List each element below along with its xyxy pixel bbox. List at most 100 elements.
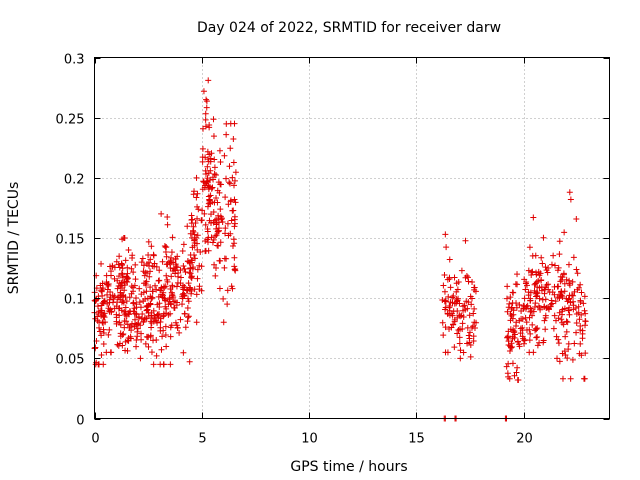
data-point-outlier (566, 189, 573, 196)
data-point (555, 336, 562, 343)
data-point (218, 216, 225, 223)
data-point (217, 206, 224, 213)
data-point (540, 337, 547, 344)
data-point (147, 333, 154, 340)
data-point (560, 270, 567, 277)
data-point (127, 322, 134, 329)
data-point (150, 252, 157, 259)
data-point (121, 287, 128, 294)
data-point (147, 256, 154, 263)
data-point (99, 292, 106, 299)
y-tick-labels: 0 0.05 0.1 0.15 0.2 0.25 0.3 (56, 53, 85, 429)
data-point (123, 298, 130, 305)
data-point (159, 258, 166, 265)
data-point (163, 343, 170, 350)
data-point (548, 261, 555, 268)
data-point (216, 147, 223, 154)
data-point (577, 340, 584, 347)
data-point (441, 298, 448, 305)
data-point (465, 332, 472, 339)
data-point (537, 306, 544, 313)
data-point (94, 303, 101, 310)
data-point (202, 221, 209, 228)
data-point (124, 278, 131, 285)
data-point (185, 313, 192, 320)
data-point (230, 135, 237, 142)
data-point (199, 145, 206, 152)
data-point (529, 268, 536, 275)
data-point (119, 279, 126, 286)
x-tick-label: 5 (198, 432, 206, 447)
data-point (119, 265, 126, 272)
data-point (554, 355, 561, 362)
data-point (510, 311, 517, 318)
data-point (105, 331, 112, 338)
data-point (168, 249, 175, 256)
data-point (509, 333, 516, 340)
data-point (167, 333, 174, 340)
data-point (130, 308, 137, 315)
data-point (509, 289, 516, 296)
data-point (521, 340, 528, 347)
data-point (133, 343, 140, 350)
data-point (149, 288, 156, 295)
data-point (561, 280, 568, 287)
data-point (211, 261, 218, 268)
x-axis-label: GPS time / hours (290, 459, 407, 475)
data-point (147, 268, 154, 275)
data-point (124, 337, 131, 344)
data-point (152, 282, 159, 289)
data-point (131, 305, 138, 312)
data-point (97, 307, 104, 314)
data-point (169, 291, 176, 298)
data-point (464, 340, 471, 347)
data-point (186, 284, 193, 291)
data-point (446, 304, 453, 311)
data-point (204, 163, 211, 170)
data-point (545, 281, 552, 288)
data-point (536, 339, 543, 346)
data-point (172, 256, 179, 263)
data-point (564, 298, 571, 305)
data-point (124, 264, 131, 271)
data-point (563, 318, 570, 325)
data-point (581, 293, 588, 300)
data-point (548, 297, 555, 304)
data-point (542, 312, 549, 319)
data-point (509, 344, 516, 351)
data-point (180, 349, 187, 356)
data-point (535, 278, 542, 285)
data-point (163, 253, 170, 260)
data-point (443, 244, 450, 251)
data-point (115, 342, 122, 349)
data-point (167, 285, 174, 292)
data-point (577, 298, 584, 305)
data-point (559, 375, 566, 382)
data-point (464, 324, 471, 331)
data-point (539, 296, 546, 303)
data-point (129, 252, 136, 259)
data-point (540, 234, 547, 241)
data-point (188, 257, 195, 264)
data-point (173, 283, 180, 290)
data-point (193, 194, 200, 201)
data-point (169, 234, 176, 241)
data-point (182, 324, 189, 331)
data-point (185, 298, 192, 305)
data-point (213, 171, 220, 178)
data-point (198, 263, 205, 270)
data-point (516, 343, 523, 350)
data-point (224, 220, 231, 227)
data-point (204, 178, 211, 185)
data-point (228, 283, 235, 290)
data-point-outlier (442, 231, 449, 238)
data-point (453, 296, 460, 303)
data-point (188, 287, 195, 294)
data-point (97, 328, 104, 335)
data-point (457, 355, 464, 362)
data-point (220, 295, 227, 302)
x-tick-label: 20 (516, 432, 533, 447)
data-point (216, 285, 223, 292)
data-point (227, 180, 234, 187)
data-point (193, 319, 200, 326)
